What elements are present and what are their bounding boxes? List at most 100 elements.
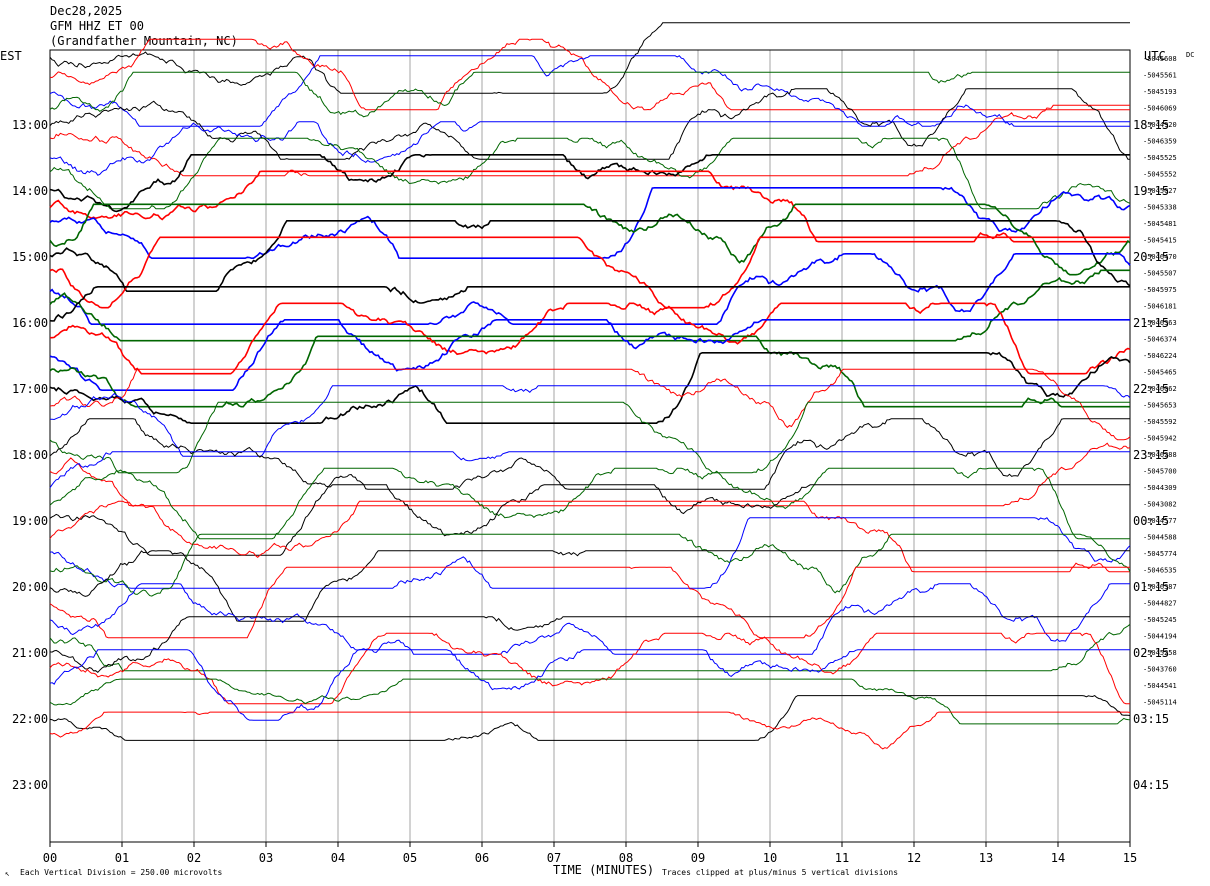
channel-label: GFM HHZ ET 00 (50, 19, 144, 33)
trace-line (49, 88, 1130, 160)
dc-offset-label: -5046062 (1143, 385, 1177, 393)
trace-line (49, 170, 1130, 243)
dc-offset-label: -5045525 (1143, 154, 1177, 162)
vertical-division-note: Each Vertical Division = 250.00 microvol… (20, 868, 222, 877)
right-hour-label: 20:15 (1133, 250, 1169, 264)
clip-note: Traces clipped at plus/minus 5 vertical … (662, 868, 898, 877)
footer-corner-mark: ↖ (5, 869, 10, 878)
left-hour-label: 13:00 (12, 118, 48, 132)
trace-line (49, 186, 1131, 260)
trace-line (49, 385, 1131, 457)
dc-label: DC (1186, 51, 1194, 59)
dc-offset-label: -5045245 (1143, 616, 1177, 624)
left-hour-labels: 13:00 14:00 15:00 16:00 17:00 18:00 19:00 20:00… (12, 118, 48, 792)
right-hour-label: 19:15 (1133, 184, 1169, 198)
dc-offset-label: -5046359 (1143, 138, 1177, 146)
dc-offset-label: -5046535 (1143, 567, 1177, 575)
minute-gridlines (121, 50, 1059, 842)
dc-offset-label: -5045552 (1143, 171, 1177, 179)
trace-line (49, 566, 1130, 639)
trace-line (49, 550, 1130, 622)
dc-offset-label: -5046288 (1143, 451, 1177, 459)
dc-offset-label: -5046470 (1143, 253, 1177, 261)
dc-offset-label: -5044920 (1143, 121, 1177, 129)
dc-offset-label: -5045415 (1143, 237, 1177, 245)
dc-offset-label: -5045561 (1143, 72, 1177, 80)
x-tick-label: 15 (1123, 851, 1137, 865)
x-tick-label: 14 (1051, 851, 1065, 865)
x-tick-label: 05 (403, 851, 417, 865)
x-tick-label: 13 (979, 851, 993, 865)
dc-offset-label: -5045027 (1143, 187, 1177, 195)
dc-offset-label: -5045114 (1143, 699, 1177, 707)
trace-line (49, 335, 1130, 408)
dc-offset-label: -5046387 (1143, 583, 1177, 591)
x-tick-label: 11 (835, 851, 849, 865)
station-label: (Grandfather Mountain, NC) (50, 34, 238, 48)
trace-line (49, 711, 1131, 750)
trace-line (49, 121, 1130, 176)
left-hour-label: 15:00 (12, 250, 48, 264)
right-hour-label: 02:15 (1133, 646, 1169, 660)
trace-line (49, 623, 1131, 672)
dc-offset-label: -5045774 (1143, 550, 1177, 558)
left-hour-label: 20:00 (12, 580, 48, 594)
x-tick-label: 02 (187, 851, 201, 865)
trace-line (49, 533, 1131, 597)
dc-offset-label: -5045592 (1143, 418, 1177, 426)
trace-line (49, 678, 1131, 725)
plot-frame (49, 49, 1131, 843)
right-hour-label: 21:15 (1133, 316, 1169, 330)
dc-offset-label: -5045653 (1143, 402, 1177, 410)
trace-line (49, 236, 1130, 309)
x-tick-label: 04 (331, 851, 345, 865)
trace-line (50, 302, 1131, 375)
trace-line (49, 517, 1131, 589)
dc-offset-label: -5045481 (1143, 220, 1177, 228)
left-hour-label: 21:00 (12, 646, 48, 660)
dc-offset-label: -5046224 (1143, 352, 1177, 360)
trace-line (49, 632, 1130, 705)
right-timezone-label: UTC (1144, 49, 1166, 63)
trace-line (49, 253, 1131, 326)
trace-line (49, 442, 1131, 507)
left-hour-label: 16:00 (12, 316, 48, 330)
x-tick-label: 06 (475, 851, 489, 865)
dc-offset-label: -5044577 (1143, 517, 1177, 525)
date-label: Dec28,2025 (50, 4, 122, 18)
trace-line (49, 500, 1130, 573)
left-hour-label: 22:00 (12, 712, 48, 726)
dc-offset-label: -5046363 (1143, 319, 1177, 327)
dc-offset-label: -5045338 (1143, 204, 1177, 212)
dc-offset-label: -5046374 (1143, 336, 1177, 344)
seismic-traces (49, 22, 1131, 750)
x-tick-label: 10 (763, 851, 777, 865)
x-tick-label: 00 (43, 851, 57, 865)
right-hour-label: 04:15 (1133, 778, 1169, 792)
trace-line (49, 318, 1130, 392)
dc-offset-label: -5044309 (1143, 484, 1177, 492)
trace-line (49, 467, 1130, 540)
trace-line (49, 22, 1130, 94)
dc-offset-label: -5045942 (1143, 435, 1177, 443)
trace-line (49, 368, 1131, 441)
x-tick-label: 01 (115, 851, 129, 865)
trace-line (49, 351, 1131, 425)
dc-offset-label: -5044827 (1143, 600, 1177, 608)
dc-offset-label: -5045193 (1143, 88, 1177, 96)
trace-line (49, 401, 1130, 474)
trace-line (49, 154, 1130, 213)
x-tick-label: 07 (547, 851, 561, 865)
trace-line (49, 616, 1130, 673)
dc-offset-label: -5045608 (1143, 55, 1177, 63)
dc-offset-label: -5044194 (1143, 633, 1177, 641)
trace-line (49, 583, 1130, 655)
dc-offset-label: -5045975 (1143, 286, 1177, 294)
right-hour-label: 23:15 (1133, 448, 1169, 462)
dc-offset-label: -5045465 (1143, 369, 1177, 377)
left-hour-label: 17:00 (12, 382, 48, 396)
trace-line (49, 649, 1130, 721)
x-axis-label: TIME (MINUTES) (553, 863, 654, 877)
left-hour-label: 14:00 (12, 184, 48, 198)
